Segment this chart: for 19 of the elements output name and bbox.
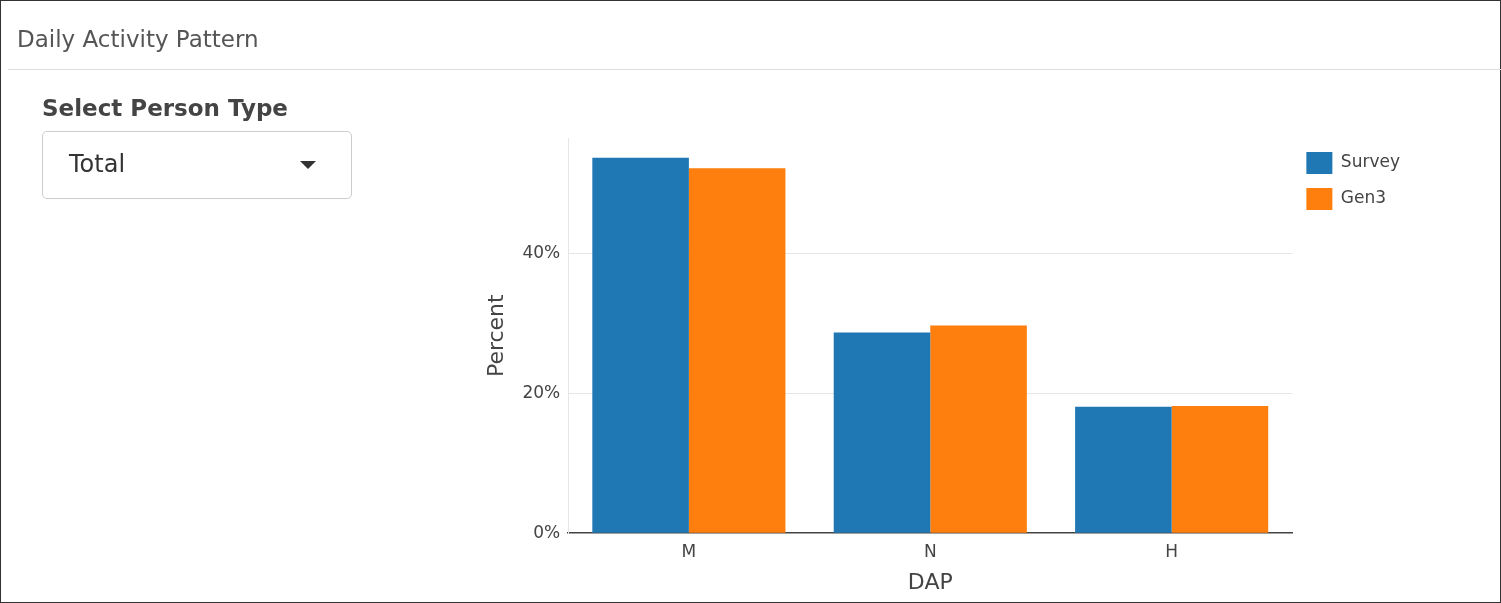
text: Daily Activity Pattern xyxy=(17,26,259,52)
y-tick-label: 40% xyxy=(522,241,561,262)
bar xyxy=(930,325,1027,533)
y-axis-title: Percent xyxy=(482,293,508,378)
bar xyxy=(592,157,689,533)
dropdown-field: Total xyxy=(42,131,352,199)
y-tick-label: 0% xyxy=(533,521,561,542)
legend-label: Gen3 xyxy=(1340,187,1387,208)
x-tick-label: H xyxy=(1165,540,1179,561)
text: Select Person Type xyxy=(42,95,288,121)
y-tick-label: 20% xyxy=(522,381,561,402)
bar xyxy=(688,168,786,533)
x-tick-label: N xyxy=(923,540,937,561)
x-tick-label: M xyxy=(681,540,697,561)
bar xyxy=(1171,405,1269,533)
bar xyxy=(1075,406,1172,533)
bar xyxy=(833,332,931,533)
legend-label: Survey xyxy=(1340,151,1401,172)
x-axis-title: DAP xyxy=(907,568,953,594)
